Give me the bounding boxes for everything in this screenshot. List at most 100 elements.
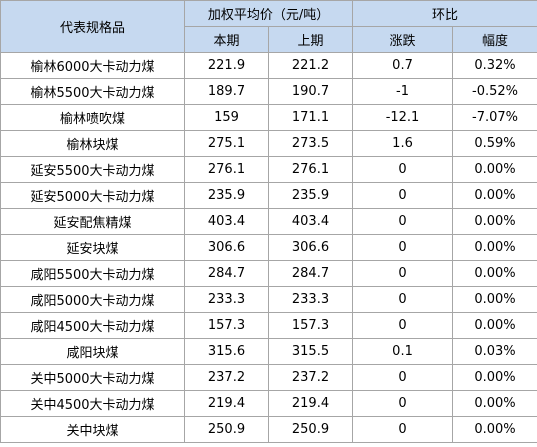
- cell-current: 233.3: [184, 286, 269, 313]
- table-row: 榆林6000大卡动力煤 221.9 221.2 0.7 0.32%: [0, 52, 537, 79]
- cell-change: 0: [352, 390, 454, 417]
- cell-previous: 276.1: [267, 156, 354, 183]
- cell-percent: 0.00%: [452, 364, 537, 391]
- table-row: 延安5000大卡动力煤 235.9 235.9 0 0.00%: [0, 182, 537, 209]
- table-row: 榆林喷吹煤 159 171.1 -12.1 -7.07%: [0, 104, 537, 131]
- cell-current: 250.9: [184, 416, 269, 443]
- cell-previous: 157.3: [267, 312, 354, 339]
- header-percent: 幅度: [452, 26, 537, 53]
- cell-percent: -0.52%: [452, 78, 537, 105]
- cell-name: 咸阳块煤: [0, 338, 185, 365]
- table-body: 榆林6000大卡动力煤 221.9 221.2 0.7 0.32% 榆林5500大卡动力煤…: [0, 52, 537, 443]
- cell-name: 延安块煤: [0, 234, 185, 261]
- cell-percent: 0.00%: [452, 182, 537, 209]
- cell-change: 0: [352, 208, 454, 235]
- cell-previous: 219.4: [267, 390, 354, 417]
- cell-change: -12.1: [352, 104, 454, 131]
- cell-current: 157.3: [184, 312, 269, 339]
- cell-name: 榆林块煤: [0, 130, 185, 157]
- cell-name: 关中5000大卡动力煤: [0, 364, 185, 391]
- table-header: 代表规格品 加权平均价（元/吨） 环比 本期 上期 涨跌 幅度: [0, 0, 537, 53]
- cell-name: 延安5000大卡动力煤: [0, 182, 185, 209]
- cell-name: 关中4500大卡动力煤: [0, 390, 185, 417]
- table-row: 延安块煤 306.6 306.6 0 0.00%: [0, 234, 537, 261]
- cell-name: 榆林6000大卡动力煤: [0, 52, 185, 79]
- cell-change: 0: [352, 312, 454, 339]
- cell-current: 276.1: [184, 156, 269, 183]
- cell-previous: 273.5: [267, 130, 354, 157]
- header-previous: 上期: [267, 26, 354, 53]
- cell-percent: 0.00%: [452, 390, 537, 417]
- header-compare-group: 环比: [352, 0, 537, 27]
- header-name-column: 代表规格品: [0, 0, 185, 53]
- cell-previous: 221.2: [267, 52, 354, 79]
- cell-current: 306.6: [184, 234, 269, 261]
- cell-name: 咸阳5000大卡动力煤: [0, 286, 185, 313]
- cell-current: 315.6: [184, 338, 269, 365]
- header-current: 本期: [184, 26, 269, 53]
- cell-current: 159: [184, 104, 269, 131]
- cell-name: 咸阳4500大卡动力煤: [0, 312, 185, 339]
- cell-current: 403.4: [184, 208, 269, 235]
- cell-change: 0: [352, 234, 454, 261]
- cell-percent: -7.07%: [452, 104, 537, 131]
- cell-percent: 0.00%: [452, 208, 537, 235]
- cell-previous: 171.1: [267, 104, 354, 131]
- cell-change: 0: [352, 364, 454, 391]
- cell-percent: 0.59%: [452, 130, 537, 157]
- table-row: 咸阳5000大卡动力煤 233.3 233.3 0 0.00%: [0, 286, 537, 313]
- header-price-group: 加权平均价（元/吨）: [183, 0, 354, 27]
- cell-percent: 0.03%: [452, 338, 537, 365]
- cell-change: 0.1: [352, 338, 454, 365]
- table-row: 关中块煤 250.9 250.9 0 0.00%: [0, 416, 537, 443]
- cell-percent: 0.00%: [452, 260, 537, 287]
- cell-current: 221.9: [184, 52, 269, 79]
- cell-previous: 315.5: [267, 338, 354, 365]
- cell-change: 1.6: [352, 130, 454, 157]
- cell-current: 219.4: [184, 390, 269, 417]
- cell-change: 0: [352, 286, 454, 313]
- table-row: 关中5000大卡动力煤 237.2 237.2 0 0.00%: [0, 364, 537, 391]
- cell-previous: 190.7: [267, 78, 354, 105]
- cell-name: 延安5500大卡动力煤: [0, 156, 185, 183]
- table-row: 延安5500大卡动力煤 276.1 276.1 0 0.00%: [0, 156, 537, 183]
- table-row: 榆林5500大卡动力煤 189.7 190.7 -1 -0.52%: [0, 78, 537, 105]
- header-row-bottom: 本期 上期 涨跌 幅度: [1, 26, 537, 53]
- table-row: 咸阳5500大卡动力煤 284.7 284.7 0 0.00%: [0, 260, 537, 287]
- cell-change: 0: [352, 260, 454, 287]
- cell-previous: 284.7: [267, 260, 354, 287]
- cell-change: 0: [352, 182, 454, 209]
- table-row: 咸阳4500大卡动力煤 157.3 157.3 0 0.00%: [0, 312, 537, 339]
- cell-previous: 306.6: [267, 234, 354, 261]
- table-row: 关中4500大卡动力煤 219.4 219.4 0 0.00%: [0, 390, 537, 417]
- cell-percent: 0.00%: [452, 234, 537, 261]
- cell-percent: 0.00%: [452, 312, 537, 339]
- cell-previous: 403.4: [267, 208, 354, 235]
- cell-change: 0.7: [352, 52, 454, 79]
- cell-change: -1: [352, 78, 454, 105]
- header-row-top: 代表规格品 加权平均价（元/吨） 环比: [0, 0, 537, 53]
- cell-percent: 0.00%: [452, 416, 537, 443]
- cell-previous: 235.9: [267, 182, 354, 209]
- table-row: 咸阳块煤 315.6 315.5 0.1 0.03%: [0, 338, 537, 365]
- cell-percent: 0.00%: [452, 286, 537, 313]
- cell-percent: 0.00%: [452, 156, 537, 183]
- cell-percent: 0.32%: [452, 52, 537, 79]
- cell-previous: 237.2: [267, 364, 354, 391]
- cell-previous: 233.3: [267, 286, 354, 313]
- cell-name: 榆林喷吹煤: [0, 104, 185, 131]
- cell-name: 关中块煤: [0, 416, 185, 443]
- cell-name: 咸阳5500大卡动力煤: [0, 260, 185, 287]
- table-row: 延安配焦精煤 403.4 403.4 0 0.00%: [0, 208, 537, 235]
- cell-current: 235.9: [184, 182, 269, 209]
- cell-current: 189.7: [184, 78, 269, 105]
- cell-current: 284.7: [184, 260, 269, 287]
- cell-change: 0: [352, 156, 454, 183]
- cell-current: 275.1: [184, 130, 269, 157]
- cell-change: 0: [352, 416, 454, 443]
- cell-current: 237.2: [184, 364, 269, 391]
- cell-name: 榆林5500大卡动力煤: [0, 78, 185, 105]
- cell-name: 延安配焦精煤: [0, 208, 185, 235]
- cell-previous: 250.9: [267, 416, 354, 443]
